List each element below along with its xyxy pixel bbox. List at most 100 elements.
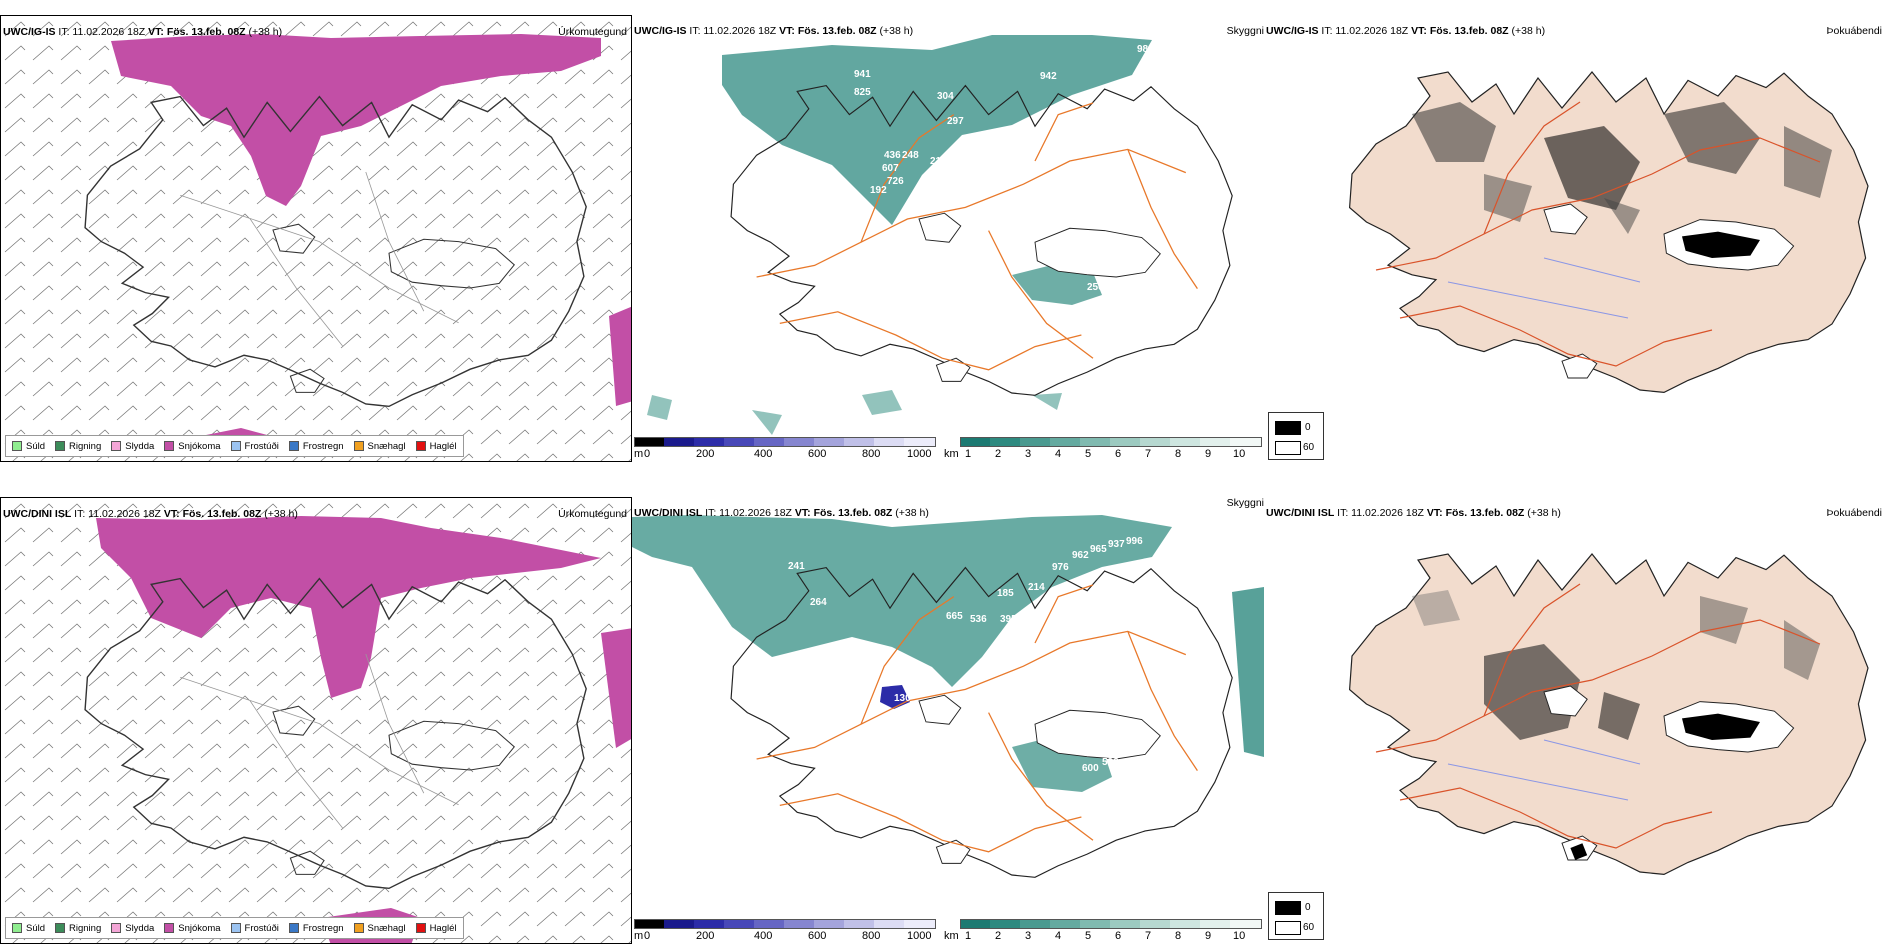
swatch-icon	[288, 923, 299, 933]
precip-panel-row1: UWC/IG-IS IT: 11.02.2026 18Z VT: Fös. 13…	[0, 15, 632, 462]
visibility-unit: km	[944, 448, 959, 460]
cloud-base-scale-row2	[634, 919, 936, 929]
cloud-label: 607	[882, 163, 899, 174]
cloud-label: 996	[1126, 536, 1143, 547]
swatch-icon	[111, 441, 122, 451]
scale-tick: 1	[965, 448, 972, 460]
cloud-panel-row2: 241 264 185 214 976 962 965 937 996 665 …	[632, 497, 1264, 944]
cloud-label: 297	[947, 116, 964, 127]
cloud-label: 185	[997, 588, 1014, 599]
cloud-label: 665	[946, 611, 963, 622]
cloud-label: 211	[930, 156, 947, 167]
cloud-label: 250	[1087, 282, 1104, 293]
panel-type-row1-cloud: Skyggni	[1226, 25, 1264, 37]
cloud-base-unit: m	[634, 930, 644, 942]
swatch-icon	[164, 923, 175, 933]
snow-area-north	[111, 34, 601, 206]
scale-tick: 9	[1205, 448, 1212, 460]
cloud-label: 942	[1040, 71, 1057, 82]
fog-legend-label: 60	[1303, 442, 1315, 453]
scale-tick: 5	[1085, 448, 1092, 460]
cloud-label: 965	[1090, 544, 1107, 555]
scale-tick: 8	[1175, 448, 1182, 460]
visibility-unit: km	[944, 930, 959, 942]
cloud-label: 241	[788, 561, 805, 572]
swatch-icon	[55, 441, 66, 451]
scale-tick: 6	[1115, 930, 1122, 942]
precip-map-row1	[1, 16, 631, 461]
cloud-label: 941	[854, 69, 871, 80]
cloud-label: 981	[1137, 44, 1154, 55]
fog-legend-row2: 0 60	[1268, 892, 1324, 940]
visibility-scale-row1	[960, 437, 1262, 447]
swatch-icon	[230, 923, 241, 933]
panel-type-row2-precip: Úrkomutegund	[558, 508, 627, 520]
scale-tick: 9	[1205, 930, 1212, 942]
panel-title-row2-fog: UWC/DINI ISL IT: 11.02.2026 18Z VT: Fös.…	[1266, 507, 1561, 519]
cloud-label: 972	[1000, 631, 1017, 642]
swatch-icon	[230, 441, 241, 451]
scale-tick: 1000	[907, 448, 932, 460]
panel-title-row2-precip: UWC/DINI ISL IT: 11.02.2026 18Z VT: Fös.…	[3, 508, 298, 520]
scale-tick: 2	[995, 448, 1002, 460]
cloud-label: 600	[1082, 763, 1099, 774]
cloud-label: 192	[870, 185, 887, 196]
scale-tick: 600	[808, 448, 827, 460]
panel-type-row2-cloud: Skyggni	[1226, 497, 1264, 509]
cloud-map-row1: 941 825 304 297 436 248 607 211 726 558 …	[647, 35, 1233, 435]
cloud-panel-row1: 941 825 304 297 436 248 607 211 726 558 …	[632, 15, 1264, 462]
scale-tick: 200	[696, 448, 715, 460]
precip-legend-row2: Súld Rigning Slydda Snjókoma Frostúði Fr…	[5, 917, 464, 939]
snow-area-east	[601, 628, 631, 748]
fog-map-row1	[1348, 71, 1869, 394]
panel-title-row1-fog: UWC/IG-IS IT: 11.02.2026 18Z VT: Fös. 13…	[1266, 25, 1546, 37]
scale-tick: 4	[1055, 930, 1062, 942]
swatch-icon	[12, 441, 22, 451]
panel-title-row1-precip: UWC/IG-IS IT: 11.02.2026 18Z VT: Fös. 13…	[3, 26, 283, 38]
scale-tick: 3	[1025, 448, 1032, 460]
swatch-icon	[353, 923, 364, 933]
cloud-label: 264	[810, 597, 827, 608]
cloud-label: 937	[1108, 539, 1125, 550]
panel-type-row2-fog: Þokuábendi	[1826, 507, 1882, 519]
cloud-base-scale-row1	[634, 437, 936, 447]
swatch-icon	[415, 923, 426, 933]
swatch-icon	[288, 441, 299, 451]
scale-tick: 600	[808, 930, 827, 942]
fog-panel-row2: UWC/DINI ISL IT: 11.02.2026 18Z VT: Fös.…	[1264, 497, 1900, 944]
panel-type-row1-precip: Úrkomutegund	[558, 26, 627, 38]
fog-panel-row1: UWC/IG-IS IT: 11.02.2026 18Z VT: Fös. 13…	[1264, 15, 1900, 462]
scale-tick: 10	[1233, 448, 1246, 460]
snow-area-north	[96, 516, 601, 698]
panel-type-row1-fog: Þokuábendi	[1826, 25, 1882, 37]
fog-legend-label: 60	[1303, 922, 1315, 933]
cloud-label: 248	[902, 150, 919, 161]
scale-tick: 800	[862, 448, 881, 460]
scale-tick: 5	[1085, 930, 1092, 942]
cloud-label: 726	[887, 176, 904, 187]
cloud-label: 558	[922, 185, 939, 196]
cloud-label: 395	[1000, 614, 1017, 625]
scale-tick: 400	[754, 448, 773, 460]
cloud-label: 536	[970, 614, 987, 625]
cloud-label: 825	[854, 87, 871, 98]
swatch-icon	[164, 441, 175, 451]
swatch-icon	[353, 441, 364, 451]
scale-tick: 2	[995, 930, 1002, 942]
panel-title-row1-cloud: UWC/IG-IS IT: 11.02.2026 18Z VT: Fös. 13…	[634, 25, 914, 37]
scale-tick: 0	[644, 930, 651, 942]
swatch-icon	[111, 923, 122, 933]
cloud-label: 480	[988, 651, 1005, 662]
swatch-icon	[55, 923, 66, 933]
snow-area-east	[609, 306, 631, 406]
precip-legend-row1: Súld Rigning Slydda Snjókoma Frostúði Fr…	[5, 435, 464, 457]
fog-legend-label: 0	[1305, 422, 1311, 433]
scale-tick: 8	[1175, 930, 1182, 942]
scale-tick: 6	[1115, 448, 1122, 460]
cloud-label: 596	[1102, 757, 1119, 768]
scale-tick: 1000	[907, 930, 932, 942]
scale-tick: 800	[862, 930, 881, 942]
fog-legend-row1: 0 60	[1268, 412, 1324, 460]
cloud-map-row2: 241 264 185 214 976 962 965 937 996 665 …	[632, 515, 1264, 878]
cloud-label: 304	[937, 91, 954, 102]
